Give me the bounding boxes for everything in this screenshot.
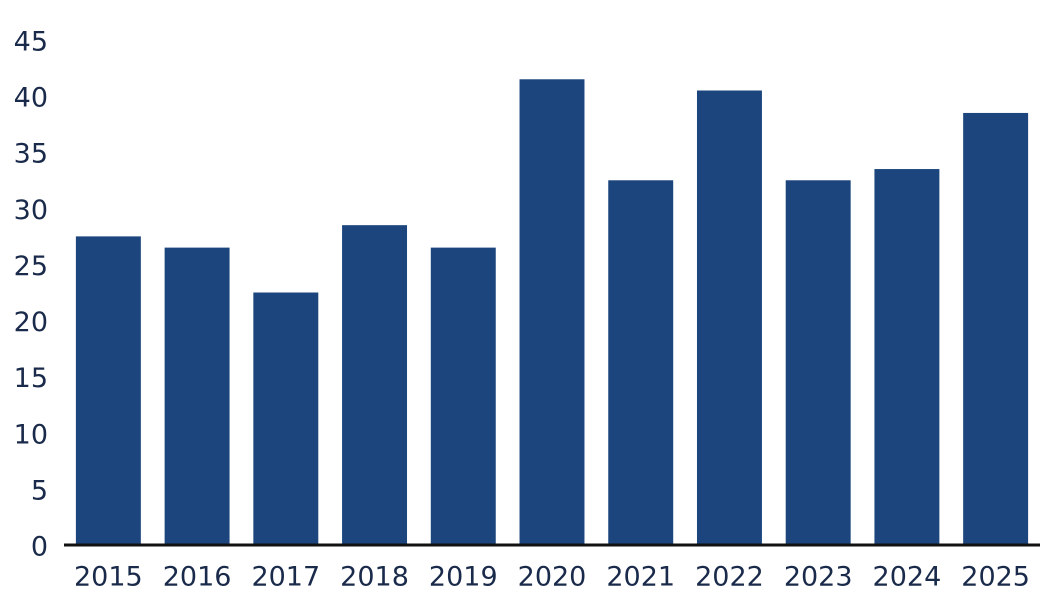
x-tick-label: 2021 [606,562,675,593]
bar [696,90,762,545]
bar [785,180,851,545]
x-tick-label: 2017 [251,562,320,593]
y-tick-label: 20 [14,307,48,338]
bar [164,247,230,545]
x-tick-label: 2024 [873,562,942,593]
x-tick-label: 2025 [961,562,1030,593]
x-tick-label: 2016 [163,562,232,593]
bar [342,225,408,545]
x-tick-label: 2015 [74,562,143,593]
bar [519,79,585,546]
x-tick-label: 2022 [695,562,764,593]
y-tick-label: 5 [31,475,48,506]
bar [430,247,496,545]
y-tick-label: 35 [14,139,48,170]
bar [253,292,319,545]
bar [75,236,141,545]
y-tick-label: 15 [14,363,48,394]
x-tick-label: 2023 [784,562,853,593]
x-tick-label: 2019 [429,562,498,593]
bar [963,112,1029,545]
x-tick-label: 2020 [518,562,587,593]
bar [608,180,674,545]
y-tick-label: 30 [14,195,48,226]
bar [874,169,940,546]
x-tick-label: 2018 [340,562,409,593]
y-tick-label: 25 [14,251,48,282]
y-tick-label: 45 [14,27,48,58]
y-tick-label: 40 [14,83,48,114]
y-tick-label: 10 [14,419,48,450]
y-tick-label: 0 [31,532,48,563]
